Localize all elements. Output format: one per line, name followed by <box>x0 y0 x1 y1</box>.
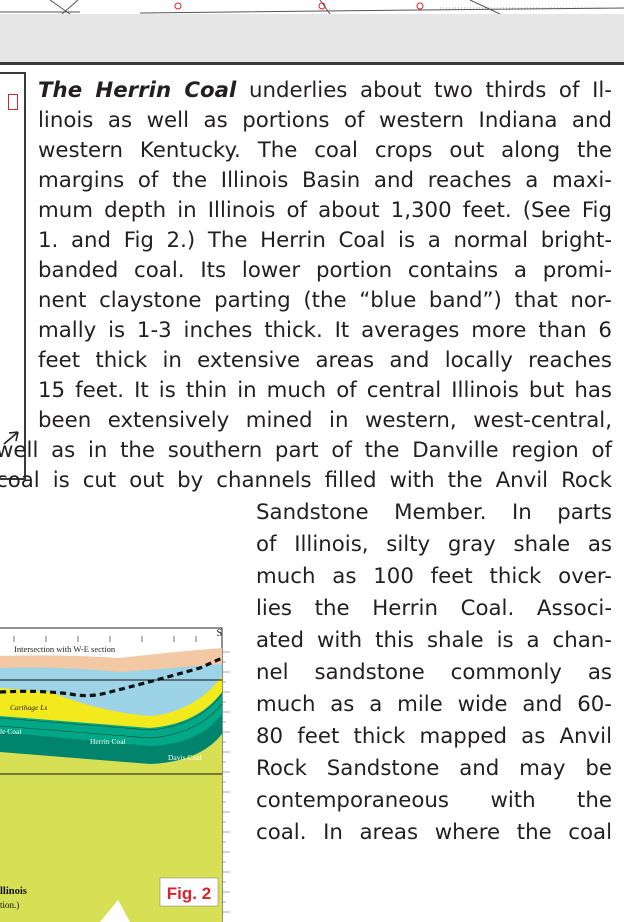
paragraph-line: banded coal. Its lower portion contains … <box>38 258 612 283</box>
paragraph-line: much as 100 feet thick over- <box>256 564 612 589</box>
unit-label: le Coal <box>0 727 21 736</box>
paragraph-line: 1. and Fig 2.) The Herrin Coal is a norm… <box>38 228 612 253</box>
paragraph-line: nent claystone parting (the “blue band”)… <box>38 288 612 313</box>
caption-line: llinois <box>0 886 27 897</box>
paragraph-line: The Herrin Coal underlies about two thir… <box>38 78 612 103</box>
top-map-strip <box>0 0 624 14</box>
paragraph-line: 80 feet thick mapped as Anvil <box>256 724 612 749</box>
article-subject: The Herrin Coal <box>38 78 237 103</box>
unit-label: Herrin Coal <box>90 737 126 746</box>
paragraph-line: much as a mile wide and 60- <box>256 692 612 717</box>
paragraph-line: mum depth in Illinois of about 1,300 fee… <box>38 198 612 223</box>
paragraph-line: Sandstone Member. In parts <box>256 500 612 525</box>
intersection-label: Intersection with W-E section <box>14 644 116 654</box>
figure-1-edge <box>0 72 26 480</box>
paragraph-line: linois as well as portions of western In… <box>38 108 612 133</box>
paragraph-line: mally is 1-3 inches thick. It averages m… <box>38 318 612 343</box>
paragraph-line: 15 feet. It is thin in much of central I… <box>38 378 612 403</box>
paragraph-line: feet thick in extensive areas and locall… <box>38 348 612 373</box>
figure-2-cross-section: S Intersection with W-E section Carthage… <box>0 627 230 922</box>
unit-label: Carthage Ls <box>10 703 47 712</box>
caption-line: tion.) <box>0 900 19 910</box>
paragraph-line: contemporaneous with the <box>256 788 612 813</box>
header-band <box>0 14 624 65</box>
north-arrow-icon <box>3 431 19 445</box>
paragraph-line: ated with this shale is a chan- <box>256 628 612 653</box>
figure-label: Fig. 2 <box>167 884 211 903</box>
paragraph-line: coal. In areas where the coal <box>256 820 612 845</box>
paragraph-line: lies the Herrin Coal. Associ- <box>256 596 612 621</box>
paragraph-line: nel sandstone commonly as <box>256 660 612 685</box>
figure-marker <box>8 94 18 110</box>
paragraph-line: Rock Sandstone and may be <box>256 756 612 781</box>
paragraph-line: well as in the southern part of the Danv… <box>0 438 612 463</box>
paragraph-line: coal is cut out by channels filled with … <box>0 468 612 493</box>
paragraph-line: western Kentucky. The coal crops out alo… <box>38 138 612 163</box>
paragraph-line: been extensively mined in western, west-… <box>38 408 612 433</box>
paragraph-line: margins of the Illinois Basin and reache… <box>38 168 612 193</box>
paragraph-line: of Illinois, silty gray shale as <box>256 532 612 557</box>
compass-label: S <box>216 628 222 639</box>
unit-label: Davis Coal <box>168 753 202 762</box>
